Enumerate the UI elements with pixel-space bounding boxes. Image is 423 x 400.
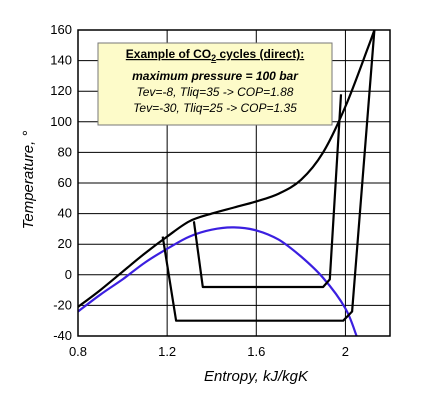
x-axis-title: Entropy, kJ/kgK: [204, 368, 309, 385]
y-axis-title: Temperature, °: [20, 131, 37, 230]
y-tick-label: 100: [50, 114, 72, 129]
series-line-saturation-dome: [77, 226, 358, 337]
y-tick-label: 120: [50, 83, 72, 98]
x-tick-labels: 0.8 1.2 1.6 2: [69, 344, 349, 359]
y-tick-label: 60: [58, 175, 72, 190]
annotation-title-subscript: 2: [211, 53, 216, 63]
annotation-line-1: maximum pressure = 100 bar: [132, 69, 299, 83]
x-tick-label: 1.2: [158, 344, 176, 359]
y-tick-label: 20: [58, 236, 72, 251]
y-tick-label: 40: [58, 206, 72, 221]
y-tick-label: 160: [50, 22, 72, 37]
series-layer: [77, 29, 376, 337]
y-tick-label: 80: [58, 144, 72, 159]
plot-frame: [77, 29, 391, 337]
y-tick-label: -20: [53, 297, 72, 312]
series-line-cycle-tev-30: [161, 29, 376, 322]
y-tick-label: 140: [50, 53, 72, 68]
annotation-background: [97, 42, 333, 126]
x-tick-label: 0.8: [69, 344, 87, 359]
y-tick-label: -40: [53, 328, 72, 343]
y-tick-labels: -40 -20 0 20 40 60 80 100 120 140 160: [50, 22, 72, 343]
y-tick-label: 0: [65, 267, 72, 282]
annotation-title-prefix: Example of CO: [126, 47, 211, 61]
x-tick-label: 2: [342, 344, 349, 359]
x-tick-label: 1.6: [247, 344, 265, 359]
annotation-box: Example of CO2 cycles (direct): maximum …: [97, 42, 333, 126]
annotation-title-suffix: cycles (direct):: [216, 47, 304, 61]
annotation-line-3: Tev=-30, Tliq=25 -> COP=1.35: [133, 101, 297, 115]
annotation-line-2: Tev=-8, Tliq=35 -> COP=1.88: [137, 85, 294, 99]
series-line-cycle-tev-8: [192, 94, 343, 289]
annotation-title: Example of CO2 cycles (direct):: [126, 47, 304, 63]
